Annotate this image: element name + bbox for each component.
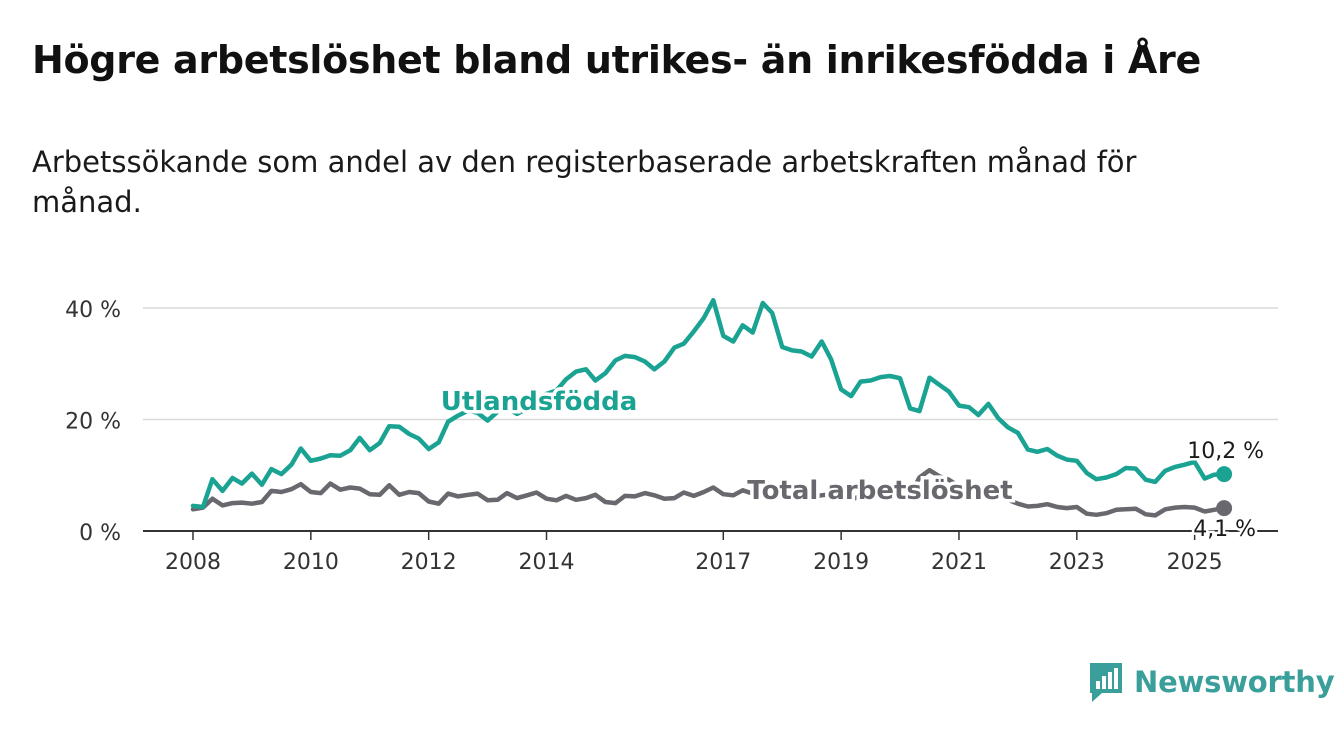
series-labels: 10,2 % 4,1 % Utlandsfödda Total arbetslöshe… bbox=[437, 384, 1266, 545]
brand-logo: Newsworthy bbox=[1088, 660, 1335, 704]
x-tick-label: 2025 bbox=[1167, 550, 1223, 575]
y-axis-ticks: 0 % 20 % 40 % bbox=[65, 298, 121, 546]
bar-chart-speech-bubble-icon bbox=[1090, 663, 1122, 702]
y-tick-label: 40 % bbox=[65, 298, 121, 323]
series-group bbox=[190, 297, 1233, 518]
series-label-total: Total arbetslöshet bbox=[747, 476, 1012, 506]
x-axis-ticks: 2008 2010 2012 2014 2017 2019 2021 2023 2025 bbox=[165, 531, 1223, 575]
x-tick-label: 2023 bbox=[1049, 550, 1105, 575]
end-value-label-utlandsfodda: 10,2 % bbox=[1187, 439, 1264, 464]
end-point-marker-utlandsfodda bbox=[1216, 466, 1233, 483]
y-tick-label: 20 % bbox=[65, 410, 121, 435]
x-tick-label: 2017 bbox=[695, 550, 751, 575]
x-tick-label: 2010 bbox=[283, 550, 339, 575]
y-tick-label: 0 % bbox=[79, 521, 121, 546]
end-point-marker-total bbox=[1216, 500, 1233, 517]
chart-title: Högre arbetslöshet bland utrikes- än inr… bbox=[32, 38, 1201, 82]
gridlines bbox=[143, 307, 1278, 532]
series-line-utlandsfodda bbox=[190, 297, 1227, 510]
brand-name: Newsworthy bbox=[1134, 665, 1335, 699]
series-line-total bbox=[190, 467, 1227, 518]
x-tick-label: 2021 bbox=[931, 550, 987, 575]
x-tick-label: 2008 bbox=[165, 550, 221, 575]
x-tick-label: 2019 bbox=[813, 550, 869, 575]
x-tick-label: 2012 bbox=[401, 550, 457, 575]
x-tick-label: 2014 bbox=[519, 550, 575, 575]
end-value-label-total: 4,1 % bbox=[1193, 517, 1256, 542]
series-label-utlandsfodda: Utlandsfödda bbox=[441, 387, 638, 417]
chart-subtitle: Arbetssökande som andel av den registerb… bbox=[32, 145, 1137, 219]
